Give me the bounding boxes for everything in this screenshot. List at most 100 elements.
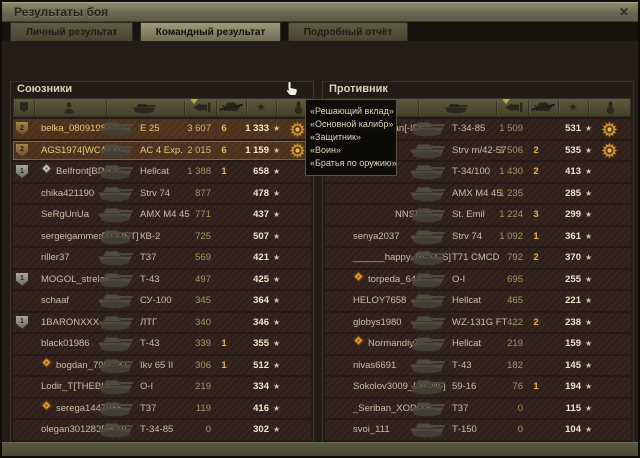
player-row[interactable]: bogdan_79[T--K] Ikv 65 II 306 1 512 ★	[13, 355, 311, 375]
player-row[interactable]: torpeda_641 O-I 695 255 ★	[325, 269, 631, 289]
tank-name: Hellcat	[140, 166, 170, 177]
experience-star-icon: ★	[585, 339, 593, 348]
player-row[interactable]: schaaf СУ-100 345 364 ★	[13, 291, 311, 311]
medal-icon[interactable]	[599, 142, 619, 159]
player-name: black01986	[41, 338, 90, 349]
experience-value: 425	[253, 273, 269, 285]
player-row[interactable]: olegan301283[45-B] Т-34-85 0 302 ★	[13, 420, 311, 440]
player-row[interactable]: black01986 Т-43 339 1 355 ★	[13, 334, 311, 354]
tab-team-result[interactable]: Командный результат	[139, 22, 282, 41]
medal-tooltip: «Решающий вклад» «Основной калибр» «Защи…	[305, 99, 397, 176]
tank-name: Strv 74	[452, 230, 483, 242]
experience-value: 437	[253, 209, 269, 220]
damage-value: 1 430	[499, 166, 523, 177]
player-row[interactable]: AMX M4 45 1 235 285 ★	[325, 183, 631, 203]
player-row[interactable]: 1 1BARONXXX ЛТГ 340 346 ★	[13, 312, 311, 333]
damage-column-icon[interactable]	[187, 99, 215, 116]
experience-value: 1 333	[245, 123, 269, 134]
experience-value: 658	[253, 166, 269, 177]
platoon-column-icon[interactable]	[10, 99, 38, 116]
player-row[interactable]: HELOY7658 Hellcat 465 221 ★	[325, 291, 631, 311]
medal-icon[interactable]	[287, 120, 307, 138]
medals-column-icon[interactable]	[284, 99, 312, 116]
player-row[interactable]: 1 MOGOL_strelok Т-43 497 425 ★	[13, 269, 311, 289]
player-row[interactable]: 1 Belfront[BRIK] Hellcat 1 388 1 658 ★	[13, 162, 311, 182]
tank-icon	[91, 271, 139, 288]
tank-name: Т-34/100	[452, 166, 491, 177]
player-row[interactable]: NNS] St. Emil 1 224 3 299 ★	[325, 205, 631, 225]
tank-name: Т-34-85	[452, 123, 486, 134]
player-row[interactable]: Normandiy71 Hellcat 219 159 ★	[325, 334, 631, 354]
sort-arrow-icon	[502, 99, 510, 104]
tooltip-line: «Защитник»	[310, 132, 361, 142]
tank-icon	[91, 357, 139, 374]
player-row[interactable]: senya2037 Strv 74 1 092 1 361 ★	[325, 226, 631, 246]
player-row[interactable]: nivas6691 Т-43 182 145 ★	[325, 355, 631, 376]
close-icon[interactable]: ✕	[618, 5, 630, 19]
column-separator	[216, 100, 217, 115]
player-row[interactable]: sergeigammer[TEOST] КВ-2 725 507 ★	[13, 226, 311, 246]
player-name-cell: schaaf	[41, 291, 69, 311]
player-row[interactable]: 2 AGS1974[WCAT1] AC 4 Exp. 2 015 6 1 159 ★	[13, 140, 311, 161]
player-row[interactable]: 2 belka_08091987 E 25 3 607 6 1 333 ★	[13, 119, 311, 139]
player-row[interactable]: ______happy..[N_D_S] T71 CMCD 792 2 370 ★	[325, 248, 631, 268]
player-name: _Seriban_XOPOJI_	[353, 402, 437, 414]
player-name-cell: _Seriban_XOPOJI_	[353, 399, 436, 419]
tank-icon	[91, 142, 139, 159]
tank-icon	[403, 185, 451, 202]
medal-icon[interactable]	[599, 120, 619, 138]
player-name-cell: AGS1974[WCAT1]	[41, 141, 120, 161]
player-row[interactable]: svoi_111 Т-150 0 104 ★	[325, 420, 631, 440]
platoon-badge: 1	[16, 165, 29, 179]
damage-column-icon[interactable]	[499, 99, 527, 116]
experience-star-icon: ★	[273, 317, 281, 327]
kills-value: 2	[533, 316, 539, 328]
player-name: SeRgUnUa	[41, 209, 90, 220]
column-separator	[276, 100, 277, 115]
title-bar: Результаты боя ✕	[2, 2, 638, 22]
medals-column-icon[interactable]	[596, 99, 624, 116]
kills-column-icon[interactable]	[529, 99, 557, 116]
tab-bar: Личный результат Командный результат Под…	[2, 22, 638, 41]
tab-detailed-report[interactable]: Подробный отчёт	[287, 22, 409, 41]
experience-column-icon[interactable]: ★	[567, 100, 579, 114]
experience-value: 334	[253, 381, 269, 392]
tab-personal-result[interactable]: Личный результат	[10, 22, 134, 41]
damage-value: 1 388	[187, 166, 211, 177]
player-column-icon[interactable]	[55, 99, 83, 116]
column-separator	[418, 100, 419, 115]
player-name-cell: HELOY7658	[353, 291, 406, 311]
tank-icon	[91, 421, 139, 438]
enemies-panel: Противник ★ schustrakan[-IF]Т-34-851 509…	[322, 81, 634, 456]
player-name: chika421190	[41, 187, 95, 199]
player-name: schaaf	[41, 295, 69, 306]
player-name-cell: nivas6691	[353, 356, 396, 376]
player-row[interactable]: serega1447985 Т37 119 416 ★	[13, 398, 311, 418]
player-row[interactable]: globys1980 WZ-131G FT 422 2 238 ★	[325, 312, 631, 332]
damage-value: 2 015	[187, 144, 211, 156]
vehicle-column-icon[interactable]	[442, 99, 470, 116]
damage-value: 771	[195, 209, 211, 220]
damage-value: 1 092	[499, 230, 523, 242]
player-row[interactable]: Т-34/100 1 430 2 413 ★	[325, 162, 631, 182]
kills-value: 2	[533, 144, 539, 156]
kills-column-icon[interactable]	[217, 99, 245, 116]
player-row[interactable]: SeRgUnUa AMX M4 45 771 437 ★	[13, 205, 311, 225]
kills-value: 2	[533, 166, 539, 177]
medal-icon[interactable]	[287, 142, 307, 159]
vehicle-column-icon[interactable]	[130, 99, 158, 116]
tank-icon	[403, 228, 451, 245]
experience-star-icon: ★	[585, 145, 593, 155]
player-row[interactable]: chika421190 Strv 74 877 478 ★	[13, 183, 311, 203]
column-separator	[588, 100, 589, 115]
experience-column-icon[interactable]: ★	[255, 100, 267, 114]
player-row[interactable]: Sokolov3009_[-N_W-] 59-16 76 1 194 ★	[325, 377, 631, 397]
damage-value: 119	[195, 402, 211, 414]
damage-value: 497	[195, 273, 211, 285]
player-name-cell: 1BARONXXX	[41, 313, 99, 333]
player-row[interactable]: Strv m/42-57 1 506 2 535 ★	[325, 140, 631, 160]
player-row[interactable]: _Seriban_XOPOJI_ Т37 0 115 ★	[325, 398, 631, 419]
damage-value: 695	[507, 273, 523, 285]
player-row[interactable]: Lodir_T[THEBL] O-I 219 334 ★	[13, 377, 311, 397]
player-row[interactable]: riller37 Т37 569 421 ★	[13, 248, 311, 268]
